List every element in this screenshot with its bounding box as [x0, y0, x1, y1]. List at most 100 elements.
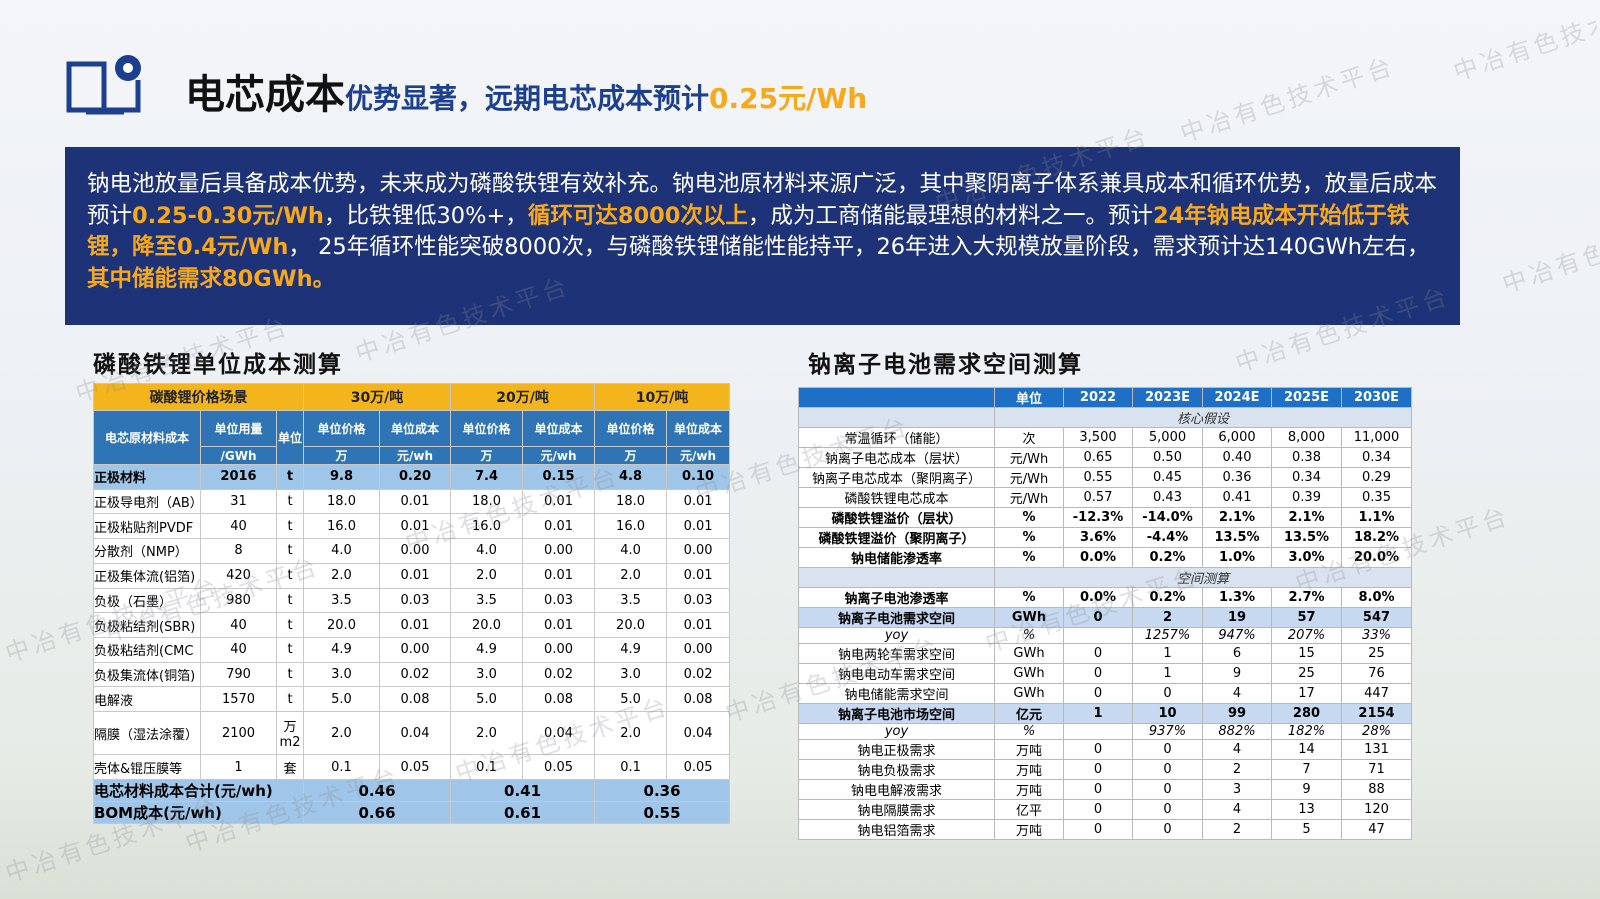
table-cell: 0.0% — [1063, 587, 1133, 608]
header-cell: /GWh — [200, 446, 277, 465]
table-cell: 76 — [1341, 663, 1412, 684]
table-cell: 0.02 — [378, 661, 452, 688]
table-cell: 元/Wh — [994, 487, 1064, 508]
header-cell: 单位成本 — [378, 410, 452, 447]
table-cell: 2.1% — [1202, 507, 1272, 528]
table-cell: 钠电储能需求空间 — [798, 683, 995, 704]
table-cell: 4.0 — [594, 538, 668, 564]
table-cell: 5.0 — [450, 686, 524, 713]
table-cell: 4.0 — [450, 538, 524, 564]
table-cell: 0.00 — [522, 538, 596, 564]
header-cell: 单位 — [994, 387, 1064, 408]
table-cell: 钠电电解液需求 — [798, 779, 995, 800]
watermark: 中冶有色技术平台 — [1498, 235, 1600, 299]
table-cell: 0.01 — [378, 612, 452, 638]
table-cell: 磷酸铁锂电芯成本 — [798, 487, 995, 508]
table-cell: 0.00 — [666, 636, 731, 663]
table-cell: 万吨 — [994, 739, 1064, 760]
table-cell: 88 — [1341, 779, 1412, 800]
table-cell: 负极（石墨） — [93, 587, 201, 614]
table-cell: 182% — [1271, 723, 1342, 740]
header-cell: 2030E — [1341, 387, 1412, 408]
table-cell: 万吨 — [994, 779, 1064, 800]
summary-text: 0.25-0.30元/Wh — [132, 202, 324, 229]
table-row: 钠电正极需求 万吨 0 0 4 14 131 — [798, 739, 1412, 760]
table-cell: 15 — [1271, 643, 1342, 664]
table-row: 常温循环（储能）次 3,500 5,000 6,000 8,000 11,000 — [798, 427, 1412, 448]
table-row: 钠离子电池市场空间 亿元 1 10 99 280 2154 — [798, 703, 1412, 724]
table-cell: 3.0 — [450, 661, 524, 688]
table-row: 正极粘贴剂PVDF 40 t 16.0 0.01 16.0 0.01 16.0 0.01 — [93, 513, 731, 540]
table-cell: 钠离子电池市场空间 — [798, 703, 995, 724]
header-cell — [798, 387, 995, 408]
table-cell: 2.0 — [450, 562, 524, 589]
table-cell: 0.1 — [594, 754, 668, 780]
table-cell: GWh — [994, 607, 1064, 628]
table-cell: 882% — [1202, 723, 1272, 740]
table-cell: yoy — [798, 723, 995, 740]
table-row: 钠电储能需求空间 GWh 0 0 4 17 447 — [798, 683, 1412, 704]
header-cell: 单位成本 — [522, 410, 596, 447]
table-cell: 937% — [1132, 723, 1203, 740]
table-cell: % — [994, 723, 1064, 740]
section-row: 核心假设 — [798, 407, 1412, 428]
table-cell: 0.10 — [666, 464, 731, 490]
header-row: 电芯原材料成本 单位用量 单位 单位价格 单位成本 单位价格 单位成本 单位价格 单位成本 — [93, 410, 731, 465]
table-cell: GWh — [994, 683, 1064, 704]
table-cell: 0.65 — [1063, 447, 1133, 468]
table-cell: 980 — [200, 587, 277, 614]
table-row: 分散剂（NMP） 8 t 4.0 0.00 4.0 0.00 4.0 0.00 — [93, 538, 731, 564]
table-cell: yoy — [798, 627, 995, 644]
header-row: 碳酸锂价格场景 30万/吨 20万/吨 10万/吨 — [93, 383, 731, 411]
header-cell: 10万/吨 — [594, 383, 731, 411]
table-cell: 1.3% — [1202, 587, 1272, 608]
table-cell: 2.0 — [450, 711, 524, 756]
table-cell: 0.0% — [1063, 547, 1133, 568]
table-cell: 2 — [1132, 607, 1203, 628]
header-cell: 20万/吨 — [450, 383, 596, 411]
table-cell: t — [276, 538, 304, 564]
table-cell: 20.0 — [303, 612, 380, 638]
table-row: 钠电负极需求 万吨 0 0 2 7 71 — [798, 759, 1412, 780]
table-cell: 947% — [1202, 627, 1272, 644]
table-cell: % — [994, 587, 1064, 608]
table-cell: 0.36 — [1202, 467, 1272, 488]
table-cell: 0.35 — [1341, 487, 1412, 508]
header-cell: 2022 — [1063, 387, 1133, 408]
table-row: 正极集体流(铝箔) 420 t 2.0 0.01 2.0 0.01 2.0 0.01 — [93, 562, 731, 589]
table-cell: 0.01 — [666, 612, 731, 638]
table-cell: 1257% — [1132, 627, 1203, 644]
table-cell: 6 — [1202, 643, 1272, 664]
summary-text: 钠电池放量后具备成本优势，未来成为磷酸铁锂有效补充。钠电池原材料来源广泛，其中聚… — [87, 171, 1438, 229]
header-cell: 万 — [303, 446, 380, 465]
table-cell: 0.01 — [666, 513, 731, 540]
table-cell: 0.39 — [1271, 487, 1342, 508]
table-cell: 13 — [1271, 799, 1342, 820]
table-cell: 万m2 — [276, 711, 304, 756]
table-cell: 3.5 — [450, 587, 524, 614]
table-cell: 正极粘贴剂PVDF — [93, 513, 201, 540]
table-cell: 0.01 — [378, 488, 452, 515]
header-cell: 2024E — [1202, 387, 1272, 408]
table-cell: 钠离子电池渗透率 — [798, 587, 995, 608]
table-cell: t — [276, 562, 304, 589]
table-cell: 25 — [1271, 663, 1342, 684]
table-cell: 0.20 — [378, 464, 452, 490]
header-cell: 元/wh — [522, 446, 596, 465]
section-label: 核心假设 — [994, 407, 1412, 428]
header-cell: 万 — [450, 446, 524, 465]
table-row: 负极（石墨） 980 t 3.5 0.03 3.5 0.03 3.5 0.03 — [93, 587, 731, 614]
table-cell: 0 — [1063, 819, 1133, 840]
table-cell: 40 — [200, 513, 277, 540]
table-cell: 71 — [1341, 759, 1412, 780]
table-cell: 40 — [200, 636, 277, 663]
table-cell: 447 — [1341, 683, 1412, 704]
table-cell: 790 — [200, 661, 277, 688]
table-cell: 9.8 — [303, 464, 380, 490]
table-cell: 10 — [1132, 703, 1203, 724]
table-cell: 磷酸铁锂溢价（层状） — [798, 507, 995, 528]
table-row: 钠电电解液需求 万吨 0 0 3 9 88 — [798, 779, 1412, 800]
table-cell: 0.05 — [666, 754, 731, 780]
table-cell: t — [276, 661, 304, 688]
header-cell: 2025E — [1271, 387, 1342, 408]
